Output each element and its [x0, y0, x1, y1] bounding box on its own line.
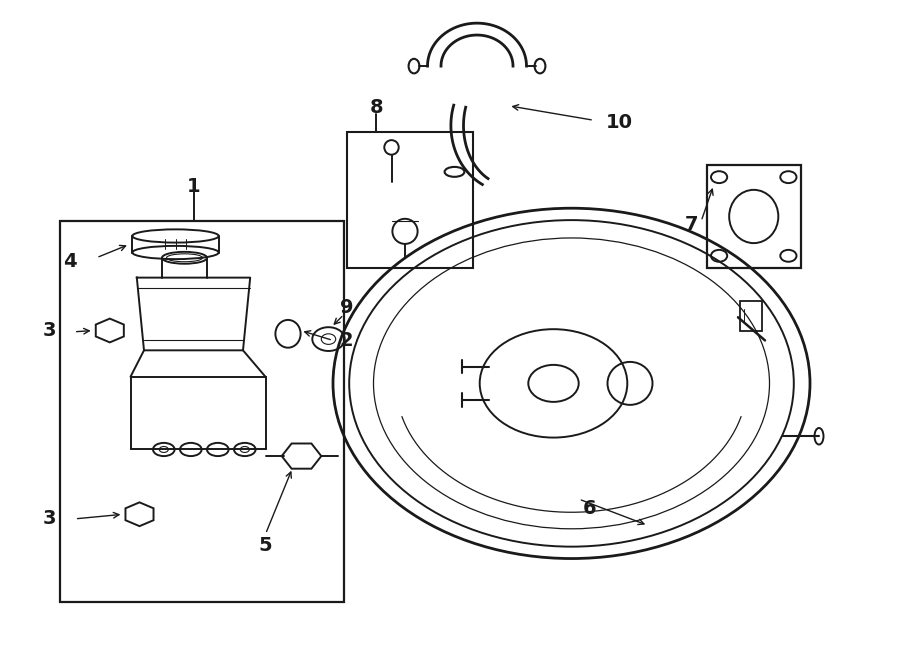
Bar	[740, 301, 762, 330]
Text: 10: 10	[606, 113, 633, 132]
Text: 4: 4	[63, 252, 77, 270]
Bar	[706, 165, 801, 268]
Text: 1: 1	[186, 177, 201, 196]
Bar	[130, 377, 266, 449]
Text: 9: 9	[340, 298, 353, 317]
Bar	[346, 132, 472, 268]
Text: 3: 3	[43, 510, 56, 528]
Text: 7: 7	[685, 215, 698, 234]
Text: 2: 2	[339, 331, 354, 350]
Text: 8: 8	[369, 98, 383, 116]
Text: 6: 6	[582, 500, 597, 518]
Bar	[60, 221, 344, 602]
Text: 5: 5	[258, 536, 273, 555]
Text: 3: 3	[43, 321, 56, 340]
